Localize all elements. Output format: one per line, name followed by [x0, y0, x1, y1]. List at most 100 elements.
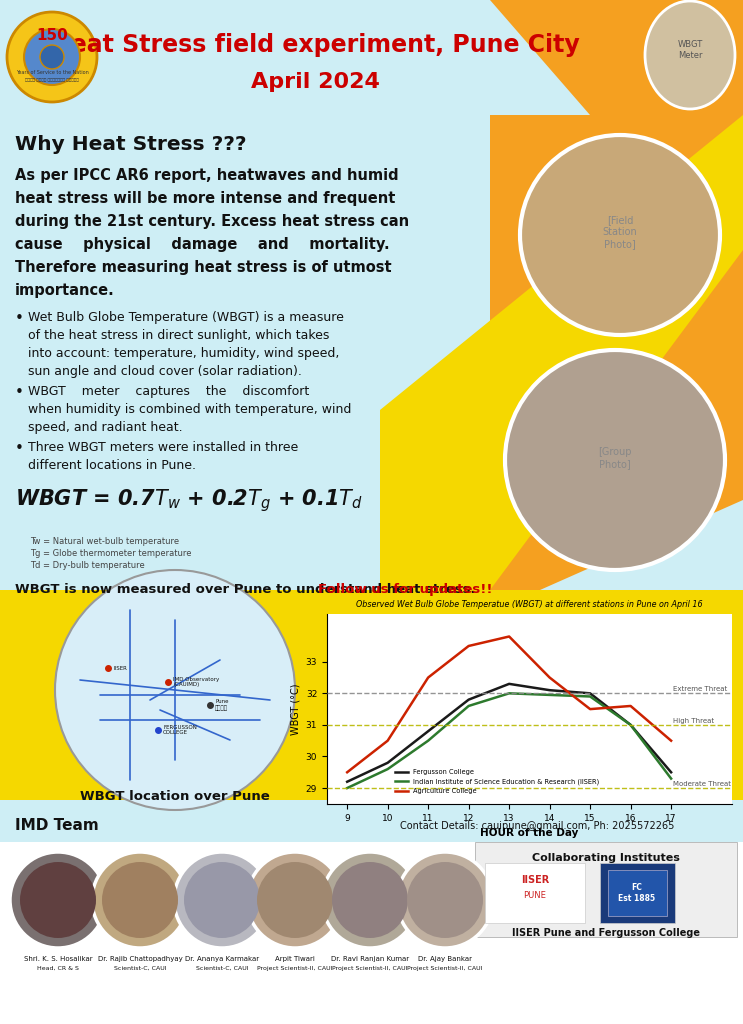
Text: •: • — [15, 311, 24, 326]
Text: different locations in Pune.: different locations in Pune. — [28, 459, 196, 472]
Text: Dr. Ananya Karmakar: Dr. Ananya Karmakar — [185, 956, 259, 962]
Text: •: • — [15, 441, 24, 456]
Fergusson College — [383, 757, 392, 769]
Text: Why Heat Stress ???: Why Heat Stress ??? — [15, 135, 247, 154]
Agriculture College — [626, 699, 635, 712]
Text: Moderate Threat: Moderate Threat — [673, 781, 731, 787]
Text: importance.: importance. — [15, 283, 114, 298]
Indian Institute of Science Education & Research (IISER) — [343, 782, 351, 795]
Text: Arpit Tiwari: Arpit Tiwari — [275, 956, 315, 962]
Line: Fergusson College: Fergusson College — [347, 684, 671, 781]
Indian Institute of Science Education & Research (IISER) — [666, 772, 675, 784]
Text: Td = Dry-bulb temperature: Td = Dry-bulb temperature — [30, 561, 145, 570]
Polygon shape — [490, 115, 743, 590]
Text: Therefore measuring heat stress is of utmost: Therefore measuring heat stress is of ut… — [15, 260, 392, 275]
Fergusson College — [666, 766, 675, 778]
Indian Institute of Science Education & Research (IISER) — [383, 763, 392, 775]
Text: Heat Stress field experiment, Pune City: Heat Stress field experiment, Pune City — [51, 33, 580, 57]
Circle shape — [55, 570, 295, 810]
Text: FERGUSSON
COLLEGE: FERGUSSON COLLEGE — [163, 725, 197, 735]
Indian Institute of Science Education & Research (IISER) — [464, 699, 473, 712]
Fergusson College — [343, 775, 351, 787]
Fergusson College — [545, 684, 554, 696]
Circle shape — [20, 862, 96, 938]
Agriculture College — [343, 766, 351, 778]
Text: IMD Observatory
(CAUIMD): IMD Observatory (CAUIMD) — [173, 677, 219, 687]
Text: 150: 150 — [36, 28, 68, 43]
Text: when humidity is combined with temperature, wind: when humidity is combined with temperatu… — [28, 403, 351, 416]
Circle shape — [92, 852, 188, 948]
Line: Agriculture College: Agriculture College — [347, 637, 671, 772]
Circle shape — [332, 862, 408, 938]
Text: PUNE: PUNE — [524, 891, 546, 899]
Circle shape — [24, 29, 80, 85]
Text: Shri. K. S. Hosalikar: Shri. K. S. Hosalikar — [24, 956, 92, 962]
Text: WBGT location over Pune: WBGT location over Pune — [80, 790, 270, 803]
Text: heat stress will be more intense and frequent: heat stress will be more intense and fre… — [15, 191, 395, 206]
Text: भारत मौसम विज्ञान विभाग: भारत मौसम विज्ञान विभाग — [25, 78, 79, 82]
Text: Contact Details: cauipune@gmail.com, Ph: 2025572265: Contact Details: cauipune@gmail.com, Ph:… — [400, 821, 675, 831]
Title: Observed Wet Bulb Globe Temperatue (WBGT) at different stations in Pune on April: Observed Wet Bulb Globe Temperatue (WBGT… — [356, 600, 703, 609]
Circle shape — [257, 862, 333, 938]
Text: during the 21st century. Excess heat stress can: during the 21st century. Excess heat str… — [15, 214, 409, 229]
Text: speed, and radiant heat.: speed, and radiant heat. — [28, 421, 183, 434]
Agriculture College — [464, 640, 473, 652]
Circle shape — [10, 852, 106, 948]
Fergusson College — [464, 693, 473, 706]
Indian Institute of Science Education & Research (IISER) — [626, 719, 635, 731]
FancyBboxPatch shape — [600, 863, 675, 923]
Circle shape — [184, 862, 260, 938]
Text: Years of Service to the Nation: Years of Service to the Nation — [16, 70, 88, 75]
Text: •: • — [15, 385, 24, 400]
Text: April 2024: April 2024 — [250, 72, 380, 92]
Text: WBGT
Meter: WBGT Meter — [678, 40, 703, 59]
Text: IISER Pune and Fergusson College: IISER Pune and Fergusson College — [512, 928, 700, 938]
Text: Project Scientist-II, CAUI: Project Scientist-II, CAUI — [407, 966, 483, 971]
Text: Extreme Threat: Extreme Threat — [673, 686, 727, 692]
Text: Wet Bulb Globe Temperature (WBGT) is a measure: Wet Bulb Globe Temperature (WBGT) is a m… — [28, 311, 344, 324]
Circle shape — [322, 852, 418, 948]
X-axis label: HOUR of the Day: HOUR of the Day — [480, 828, 579, 838]
Text: cause    physical    damage    and    mortality.: cause physical damage and mortality. — [15, 237, 389, 252]
Text: WBGT = 0.7$\mathit{T}_w$ + 0.2$\mathit{T}_g$ + 0.1$\mathit{T}_d$: WBGT = 0.7$\mathit{T}_w$ + 0.2$\mathit{T… — [15, 487, 363, 514]
Circle shape — [102, 862, 178, 938]
Text: [Field
Station
Photo]: [Field Station Photo] — [603, 215, 637, 249]
Text: WBGT is now measured over Pune to understand heat stress.: WBGT is now measured over Pune to unders… — [15, 583, 480, 596]
Agriculture College — [383, 734, 392, 746]
Text: Dr. Rajib Chattopadhyay: Dr. Rajib Chattopadhyay — [97, 956, 182, 962]
FancyBboxPatch shape — [0, 810, 743, 1024]
Text: [Group
Photo]: [Group Photo] — [598, 447, 632, 469]
Text: sun angle and cloud cover (solar radiation).: sun angle and cloud cover (solar radiati… — [28, 365, 302, 378]
Text: Project Scientist-II, CAUI: Project Scientist-II, CAUI — [257, 966, 333, 971]
Circle shape — [247, 852, 343, 948]
Indian Institute of Science Education & Research (IISER) — [504, 687, 513, 699]
Text: into account: temperature, humidity, wind speed,: into account: temperature, humidity, win… — [28, 347, 340, 360]
Text: Dr. Ajay Bankar: Dr. Ajay Bankar — [418, 956, 472, 962]
Circle shape — [407, 862, 483, 938]
Text: WBGT    meter    captures    the    discomfort: WBGT meter captures the discomfort — [28, 385, 309, 398]
Text: Scientist-C, CAUI: Scientist-C, CAUI — [114, 966, 166, 971]
Agriculture College — [424, 672, 432, 684]
Text: Tg = Globe thermometer temperature: Tg = Globe thermometer temperature — [30, 549, 192, 558]
Text: High Threat: High Threat — [673, 718, 714, 724]
Agriculture College — [666, 734, 675, 746]
Text: Scientist-C, CAUI: Scientist-C, CAUI — [195, 966, 248, 971]
Text: of the heat stress in direct sunlight, which takes: of the heat stress in direct sunlight, w… — [28, 329, 329, 342]
Text: Collaborating Institutes: Collaborating Institutes — [532, 853, 680, 863]
Indian Institute of Science Education & Research (IISER) — [585, 690, 594, 702]
Fergusson College — [626, 719, 635, 731]
Text: Three WBGT meters were installed in three: Three WBGT meters were installed in thre… — [28, 441, 298, 454]
Text: Project Scientist-II, CAUI: Project Scientist-II, CAUI — [332, 966, 408, 971]
Text: Dr. Ravi Ranjan Kumar: Dr. Ravi Ranjan Kumar — [331, 956, 409, 962]
Polygon shape — [490, 0, 743, 115]
Text: IISER: IISER — [521, 874, 549, 885]
Text: Pune
पुणे: Pune पुणे — [215, 699, 229, 711]
Agriculture College — [545, 672, 554, 684]
Line: Indian Institute of Science Education & Research (IISER): Indian Institute of Science Education & … — [347, 693, 671, 788]
FancyBboxPatch shape — [485, 863, 585, 923]
FancyBboxPatch shape — [608, 870, 667, 916]
Fergusson College — [585, 687, 594, 699]
Circle shape — [520, 135, 720, 335]
Text: IISER: IISER — [113, 666, 127, 671]
FancyBboxPatch shape — [475, 842, 737, 937]
